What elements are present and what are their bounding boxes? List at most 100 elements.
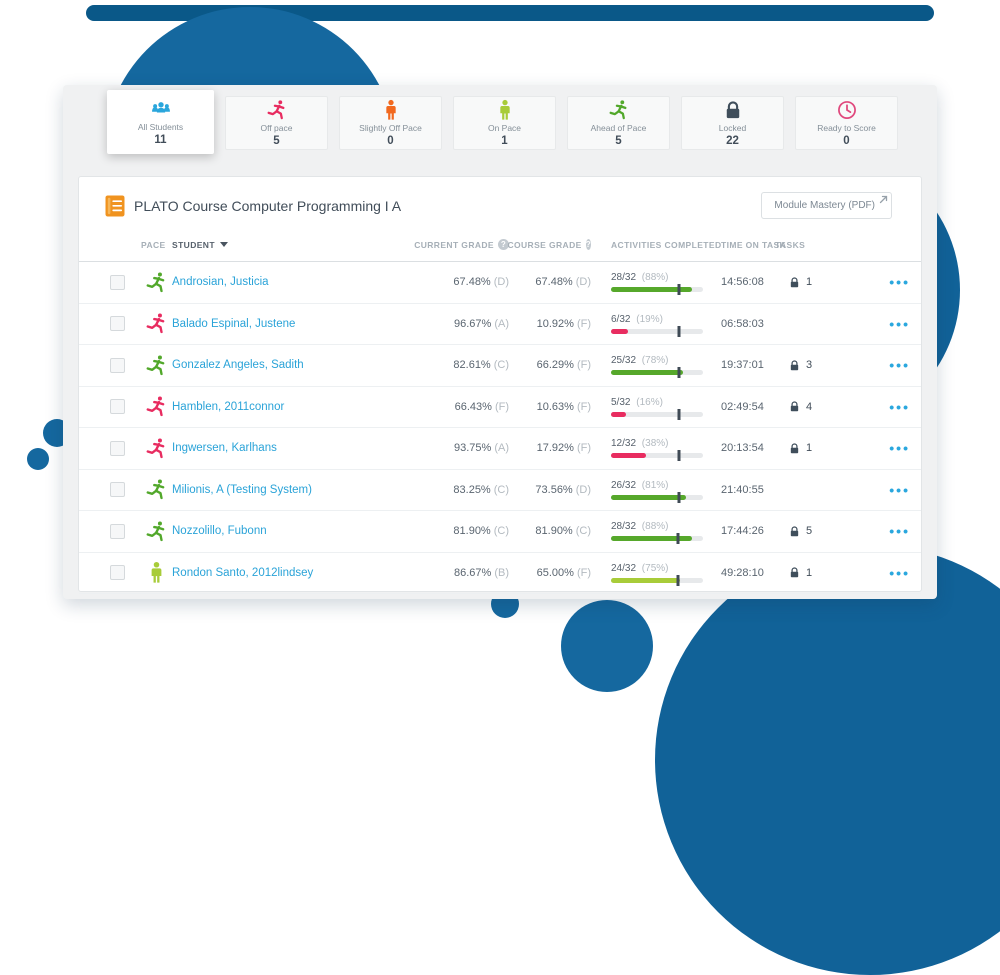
module-mastery-pdf-label: Module Mastery (PDF)	[774, 200, 875, 211]
student-row: Androsian, Justicia 67.48% (D) 67.48% (D) …	[79, 262, 921, 304]
row-checkbox[interactable]	[110, 523, 125, 539]
module-mastery-pdf-button[interactable]: Module Mastery (PDF)	[761, 192, 892, 219]
student-name-link[interactable]: Nozzolillo, Fubonn	[172, 525, 267, 538]
pace-marker-icon	[677, 325, 681, 337]
row-checkbox[interactable]	[110, 274, 125, 290]
current-grade-value: 86.67% (B)	[454, 566, 509, 579]
activities-completed-cell: 28/32 (88%)	[591, 521, 703, 545]
locked-tasks-count: 1	[806, 442, 813, 455]
time-on-task-value: 06:58:03	[721, 317, 764, 330]
progress-bar	[611, 325, 703, 337]
filter-card-label: All Students	[137, 122, 184, 132]
activities-completed-cell: 28/32 (88%)	[591, 272, 703, 296]
column-header-student[interactable]: STUDENT	[172, 240, 397, 250]
filter-card-count: 11	[154, 134, 167, 146]
filter-card-count: 5	[615, 135, 622, 147]
row-checkbox[interactable]	[110, 440, 125, 456]
clock-icon	[836, 99, 858, 121]
student-row: Milionis, A (Testing System) 83.25% (C) 7…	[79, 470, 921, 511]
pace-marker-icon	[677, 284, 681, 296]
info-icon[interactable]: ?	[585, 239, 591, 250]
ahead-of-pace-icon	[145, 478, 168, 501]
locked-tasks-badge: 1	[767, 442, 827, 455]
time-on-task-value: 20:13:54	[721, 442, 764, 455]
filter-card-all-students[interactable]: All Students 11	[107, 90, 214, 154]
row-checkbox[interactable]	[110, 399, 125, 415]
student-name-link[interactable]: Rondon Santo, 2012lindsey	[172, 566, 314, 579]
filter-card-count: 0	[843, 135, 850, 147]
external-link-arrow-icon	[879, 195, 888, 204]
progress-bar-fill	[611, 577, 680, 583]
row-checkbox[interactable]	[110, 565, 125, 581]
locked-tasks-count: 1	[806, 566, 813, 579]
course-heading: PLATO Course Computer Programming I A	[105, 195, 401, 217]
info-icon[interactable]: ?	[498, 239, 509, 250]
filter-card-ready-to-score[interactable]: Ready to Score 0	[795, 96, 898, 150]
panel-header: PLATO Course Computer Programming I A Mo…	[79, 177, 921, 219]
course-grade-value: 10.92% (F)	[536, 317, 591, 330]
student-name-link[interactable]: Milionis, A (Testing System)	[172, 483, 312, 496]
pace-marker-icon	[677, 491, 681, 503]
column-header-course-grade: COURSE GRADE ?	[507, 239, 591, 250]
filter-card-count: 22	[726, 135, 739, 147]
course-grade-value: 65.00% (F)	[536, 566, 591, 579]
column-header-time-on-task: TIME ON TASK	[721, 239, 787, 250]
course-title: PLATO Course Computer Programming I A	[134, 197, 402, 214]
column-header-current-grade: CURRENT GRADE ?	[397, 239, 509, 250]
row-checkbox[interactable]	[110, 357, 125, 373]
filter-card-slightly-off-pace[interactable]: Slightly Off Pace 0	[339, 96, 442, 150]
course-grade-value: 17.92% (F)	[536, 442, 591, 455]
activities-completed-cell: 6/32 (19%)	[591, 314, 703, 337]
runner-icon	[266, 99, 288, 121]
current-grade-value: 83.25% (C)	[453, 483, 509, 496]
course-panel: PLATO Course Computer Programming I A Mo…	[78, 176, 922, 594]
filter-card-on-pace[interactable]: On Pace 1	[453, 96, 556, 150]
filter-card-locked[interactable]: Locked 22	[681, 96, 784, 150]
table-header-row: PACE STUDENT CURRENT GRADE ? COURSE GRAD…	[79, 228, 921, 262]
off-pace-icon	[145, 395, 168, 418]
filter-card-ahead-of-pace[interactable]: Ahead of Pace 5	[567, 96, 670, 150]
locked-tasks-badge: 5	[767, 525, 827, 538]
progress-bar	[611, 367, 703, 379]
filter-card-label: On Pace	[487, 123, 522, 133]
student-table-body: Androsian, Justicia 67.48% (D) 67.48% (D) …	[79, 262, 921, 594]
student-name-link[interactable]: Androsian, Justicia	[172, 276, 269, 289]
filter-card-count: 1	[501, 135, 508, 147]
pace-marker-icon	[676, 533, 680, 545]
filter-card-count: 5	[273, 135, 280, 147]
filter-card-label: Ahead of Pace	[590, 123, 647, 133]
student-name-link[interactable]: Gonzalez Angeles, Sadith	[172, 359, 304, 372]
pace-marker-icon	[677, 367, 681, 379]
standing-person-icon	[494, 99, 516, 121]
student-row: Rondon Santo, 2012lindsey 86.67% (B) 65.0…	[79, 553, 921, 594]
progress-bar	[611, 533, 703, 545]
filter-card-label: Locked	[718, 123, 747, 133]
ahead-of-pace-icon	[145, 271, 168, 294]
row-checkbox[interactable]	[110, 482, 125, 498]
course-grade-value: 66.29% (F)	[536, 359, 591, 372]
time-on-task-value: 17:44:26	[721, 525, 764, 538]
column-header-pace: PACE	[141, 239, 166, 250]
progress-bar	[611, 284, 703, 296]
row-checkbox[interactable]	[110, 316, 125, 332]
filter-card-off-pace[interactable]: Off pace 5	[225, 96, 328, 150]
progress-bar-fill	[611, 370, 683, 376]
decorative-circle	[561, 600, 653, 692]
students-group-icon	[150, 98, 172, 120]
activities-completed-cell: 5/32 (16%)	[591, 397, 703, 420]
lock-icon	[788, 525, 801, 538]
activities-completed-cell: 26/32 (81%)	[591, 480, 703, 503]
student-name-link[interactable]: Ingwersen, Karlhans	[172, 442, 277, 455]
student-name-link[interactable]: Hamblen, 2011connor	[172, 400, 285, 413]
student-row: Balado Espinal, Justene 96.67% (A) 10.92%…	[79, 304, 921, 345]
student-name-link[interactable]: Balado Espinal, Justene	[172, 317, 296, 330]
course-grade-value: 10.63% (F)	[536, 400, 591, 413]
lock-icon	[722, 99, 744, 121]
time-on-task-value: 49:28:10	[721, 566, 764, 579]
current-grade-value: 67.48% (D)	[453, 276, 509, 289]
progress-bar	[611, 491, 703, 503]
progress-bar-fill	[611, 453, 646, 459]
student-row: Ingwersen, Karlhans 93.75% (A) 17.92% (F) …	[79, 428, 921, 470]
column-header-tasks: TASKS	[775, 239, 806, 250]
progress-bar-fill	[611, 411, 626, 417]
